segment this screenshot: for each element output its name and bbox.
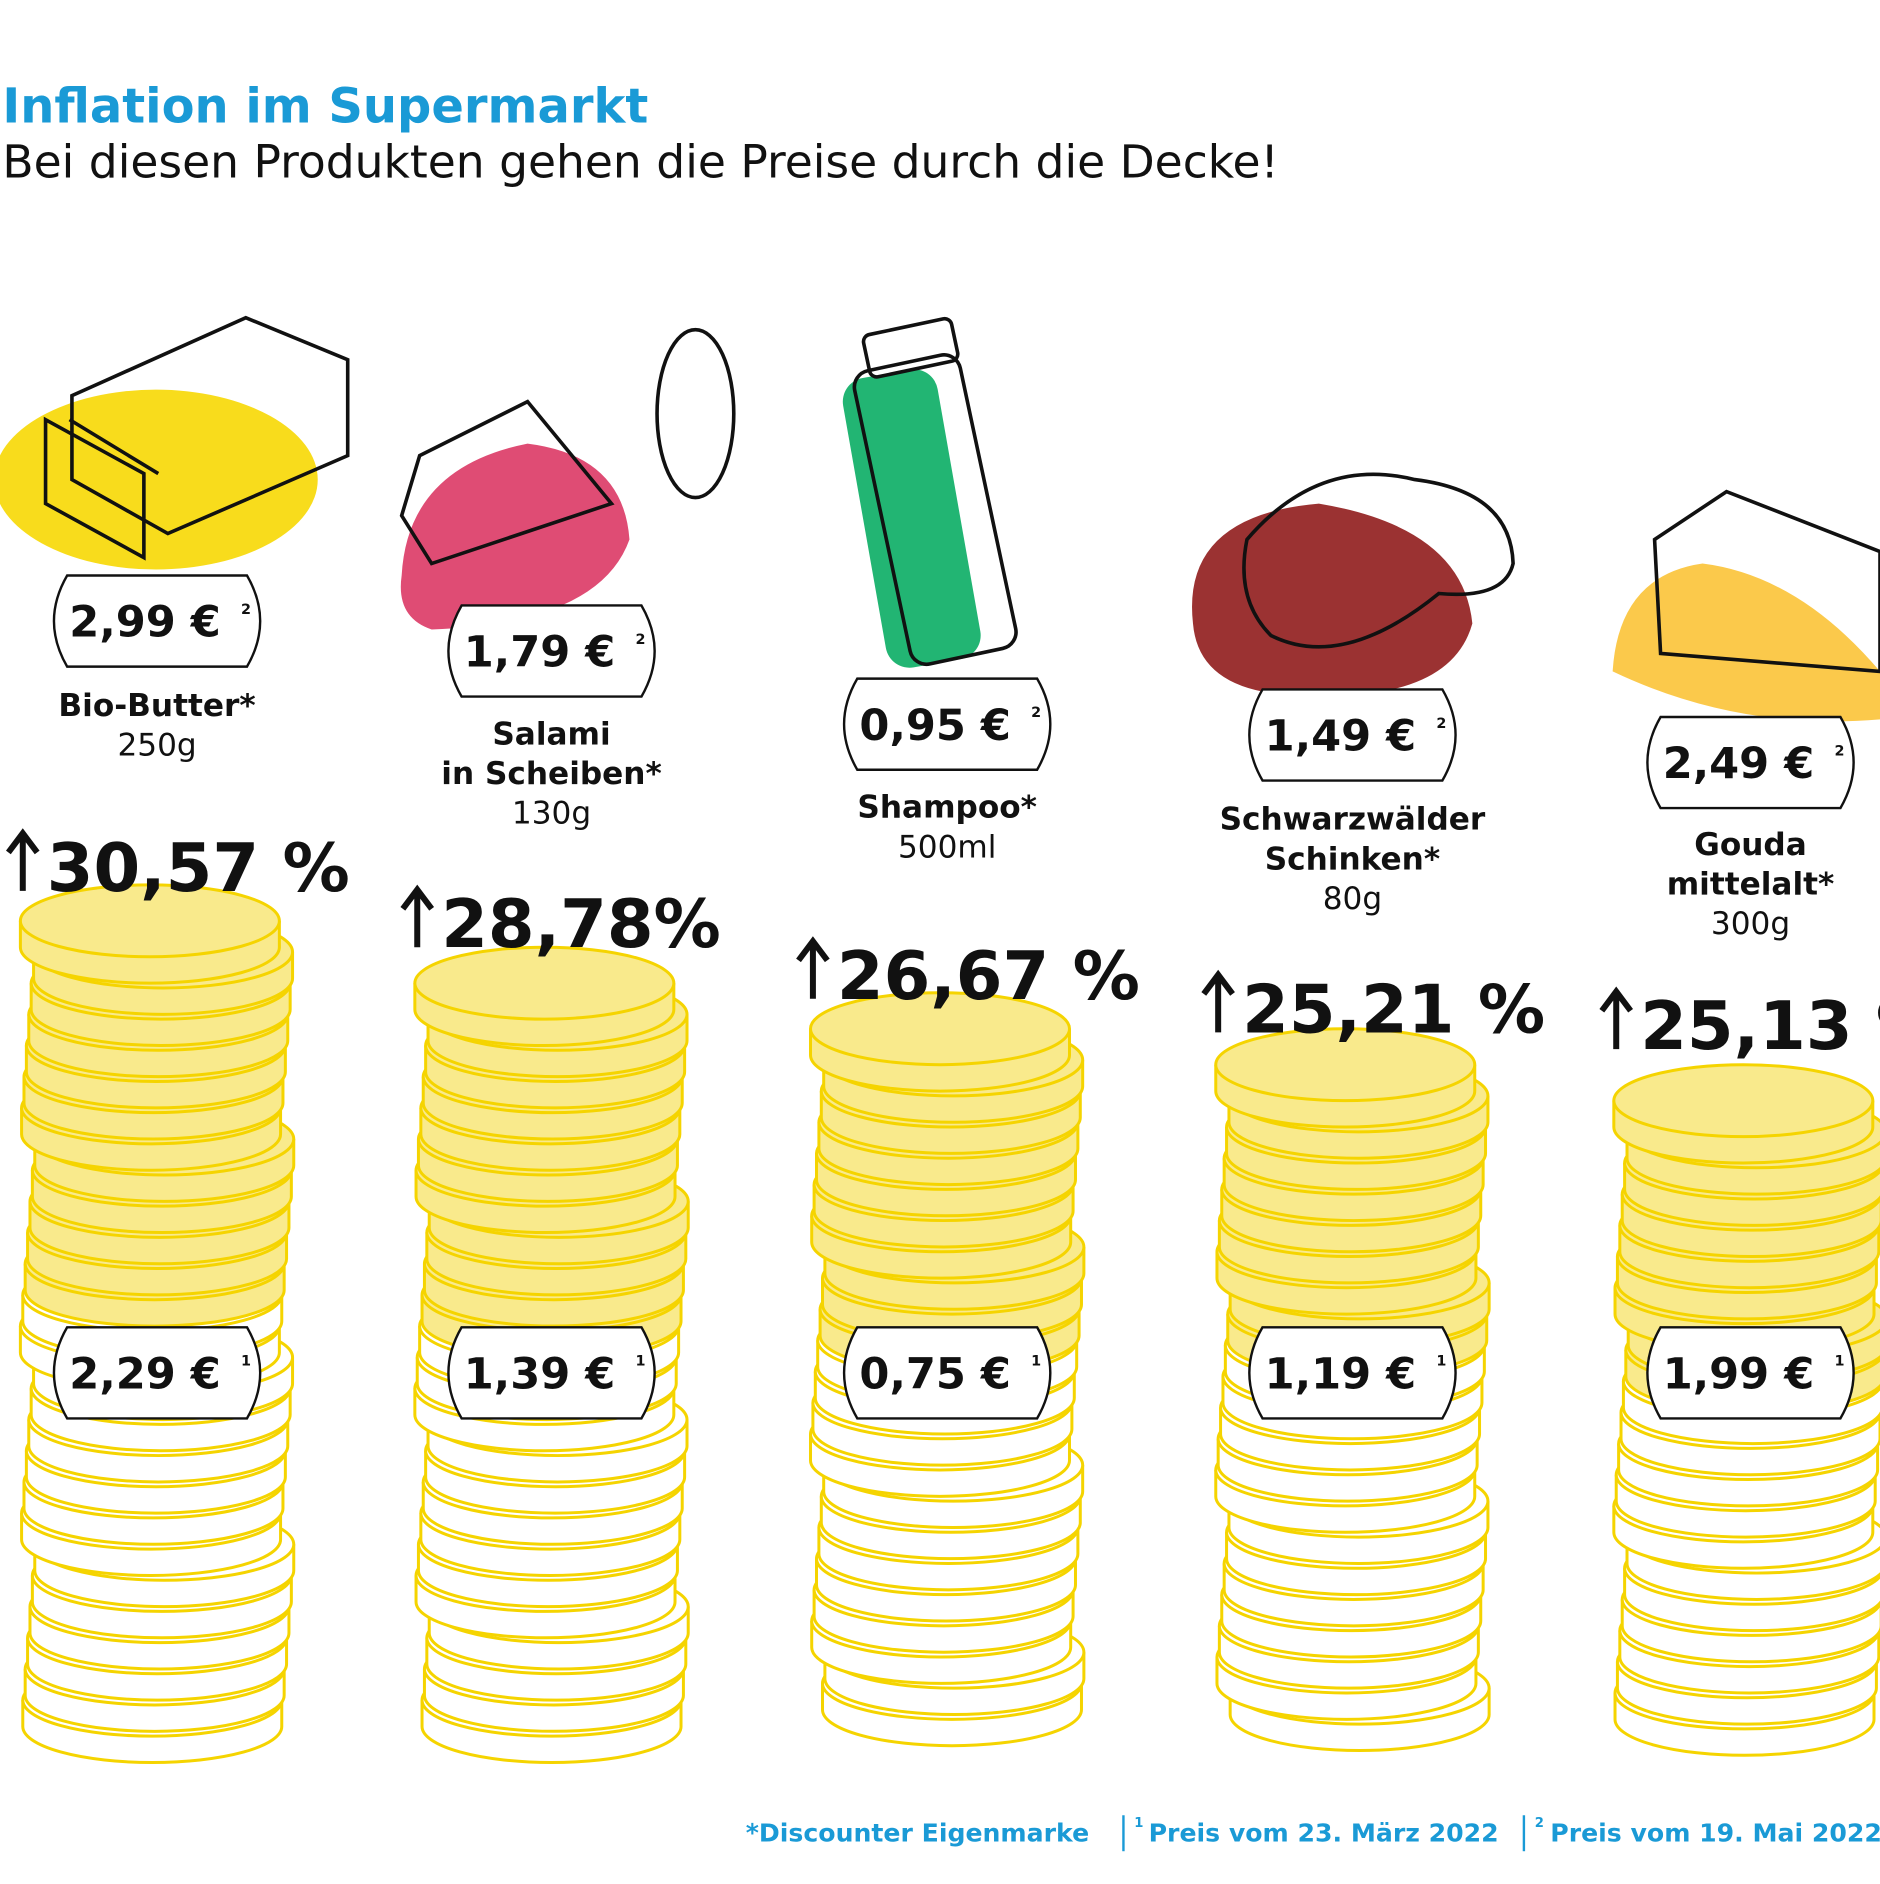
price: 2,49 € [1663, 739, 1815, 789]
product-name: 300g [1711, 906, 1790, 942]
price-note: 1 [1031, 1354, 1041, 1370]
price-tag [447, 604, 656, 698]
footnote-brand: *Discounter Eigenmarke [746, 1819, 1089, 1848]
price: 1,79 € [464, 628, 616, 678]
price-tag [1248, 688, 1457, 782]
price-note: 1 [635, 1354, 645, 1370]
price-tag [1646, 715, 1855, 810]
footnote-mark: 2 [1535, 1816, 1544, 1831]
coin-face [809, 991, 1071, 1067]
salami-outline [399, 399, 615, 566]
coin-face [18, 883, 281, 959]
price-note: 2 [1834, 743, 1844, 759]
price-note: 2 [635, 632, 645, 648]
product-name: Salami [492, 717, 610, 753]
product-name: mittelalt* [1667, 866, 1835, 902]
price-tag [842, 1326, 1052, 1420]
price: 1,49 € [1265, 712, 1417, 762]
percent-change: 25,13 % [1640, 987, 1880, 1065]
price-tag [447, 1326, 656, 1420]
price-tag [52, 1326, 262, 1420]
percent-change: 25,21 % [1242, 970, 1545, 1048]
product-name: 80g [1323, 881, 1382, 917]
product-name: Schwarzwälder [1220, 802, 1486, 838]
product-name: Bio-Butter* [58, 688, 255, 724]
footnote: *Discounter Eigenmarke 1 Preis vom 23. M… [746, 1815, 1880, 1852]
product-name: 250g [117, 727, 196, 763]
price: 0,75 € [859, 1349, 1011, 1399]
percent-change: 30,57 % [47, 829, 350, 907]
arrow [796, 936, 830, 999]
footnote-mark: 1 [1134, 1816, 1143, 1831]
product-name: Schinken* [1265, 841, 1440, 877]
price-note: 2 [1436, 716, 1446, 732]
coin-face [1612, 1063, 1875, 1139]
product-name: Gouda [1694, 827, 1807, 863]
arrow [400, 884, 435, 948]
footnote-date: Preis vom 19. Mai 2022 [1550, 1819, 1880, 1848]
price: 0,95 € [859, 701, 1011, 751]
arrow [1201, 969, 1235, 1033]
price-note: 1 [1834, 1354, 1844, 1370]
shampoo-blob [842, 369, 981, 668]
ham-icon [1242, 472, 1515, 649]
price-tag [1646, 1326, 1855, 1420]
product-name: 130g [512, 796, 591, 832]
butter-slice [43, 416, 160, 561]
cheese-blob [1612, 563, 1880, 722]
shampoo-icon [852, 353, 1018, 667]
arrow [5, 828, 40, 891]
percent-change: 26,67 % [837, 937, 1140, 1015]
product-name: 500ml [898, 829, 996, 865]
ham-blob [1192, 503, 1473, 696]
price-note: 1 [1436, 1354, 1446, 1370]
arrow [1599, 986, 1634, 1050]
price: 2,99 € [69, 598, 221, 648]
butter-blob [0, 389, 318, 570]
product-name: Shampoo* [857, 790, 1037, 826]
cheese-icon [1652, 489, 1880, 674]
coin-face [413, 945, 676, 1021]
title: Inflation im Supermarkt [2, 78, 648, 134]
price-note: 2 [241, 602, 251, 618]
product-name: in Scheiben* [441, 756, 662, 792]
price-tag [842, 677, 1052, 771]
price-note: 1 [241, 1354, 251, 1370]
illustrations [0, 315, 1880, 722]
price-note: 2 [1031, 705, 1041, 721]
coin-face [1214, 1027, 1477, 1103]
footnote-date: Preis vom 23. März 2022 [1149, 1819, 1499, 1848]
items: 2,99 € 2 Bio-Butter*250g 30,57 % 2,29 € 1 1,79… [5, 574, 1880, 1764]
price-tag [52, 574, 262, 668]
subtitle: Bei diesen Produkten gehen die Preise du… [2, 135, 1278, 188]
shampoo-cap [861, 316, 960, 379]
price: 2,29 € [69, 1349, 221, 1399]
price-tag [1248, 1326, 1457, 1420]
salami-icon [655, 327, 736, 500]
price: 1,39 € [464, 1349, 616, 1399]
price: 1,99 € [1663, 1349, 1815, 1399]
butter-icon [70, 315, 350, 536]
price: 1,19 € [1265, 1349, 1417, 1399]
percent-change: 28,78% [441, 885, 721, 963]
